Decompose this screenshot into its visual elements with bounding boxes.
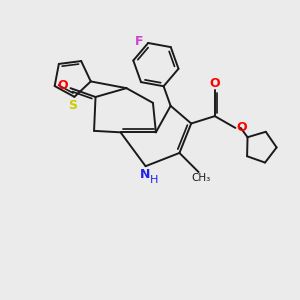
Text: H: H [150,175,158,185]
Text: O: O [209,77,220,90]
Text: O: O [57,79,68,92]
Text: N: N [140,168,150,181]
Text: S: S [68,99,77,112]
Text: CH₃: CH₃ [191,173,211,183]
Text: O: O [237,122,247,134]
Text: F: F [135,35,144,48]
